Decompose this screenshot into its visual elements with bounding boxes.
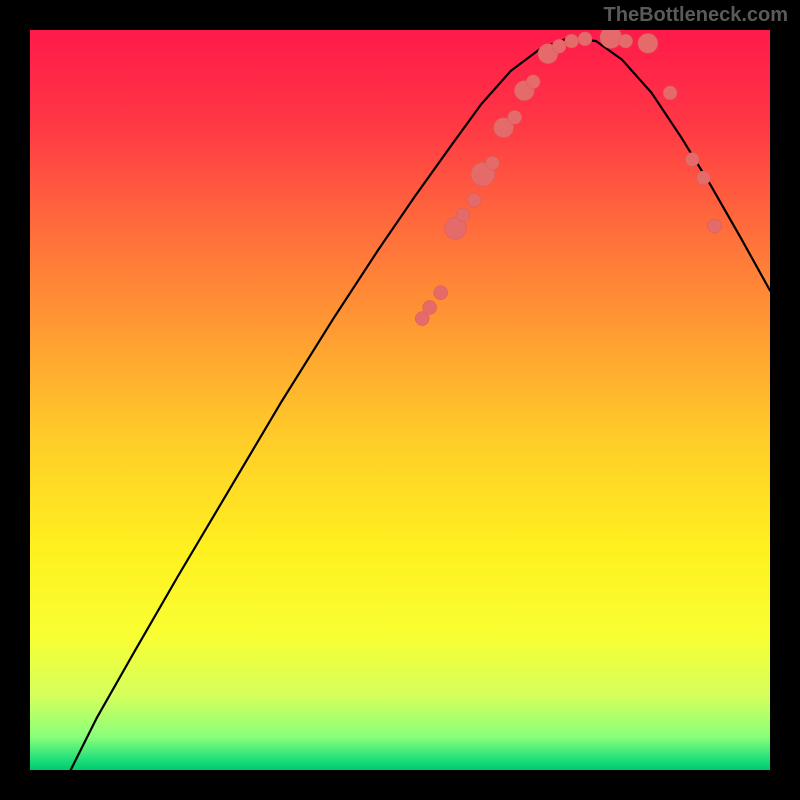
- marker-point: [552, 39, 566, 53]
- marker-point: [663, 86, 677, 100]
- gradient-background: [30, 30, 770, 770]
- marker-point: [423, 301, 437, 315]
- marker-point: [456, 208, 470, 222]
- marker-point: [486, 156, 500, 170]
- chart-container: TheBottleneck.com: [0, 0, 800, 800]
- marker-point: [434, 286, 448, 300]
- marker-point: [578, 32, 592, 46]
- plot-svg: [30, 30, 770, 770]
- plot-area: [30, 30, 770, 770]
- watermark-text: TheBottleneck.com: [604, 4, 788, 27]
- marker-point: [619, 34, 633, 48]
- marker-point: [467, 193, 481, 207]
- marker-point: [526, 75, 540, 89]
- marker-point: [565, 34, 579, 48]
- marker-point: [708, 219, 722, 233]
- marker-point: [508, 110, 522, 124]
- marker-point: [696, 171, 710, 185]
- marker-point: [685, 153, 699, 167]
- marker-point: [638, 33, 658, 53]
